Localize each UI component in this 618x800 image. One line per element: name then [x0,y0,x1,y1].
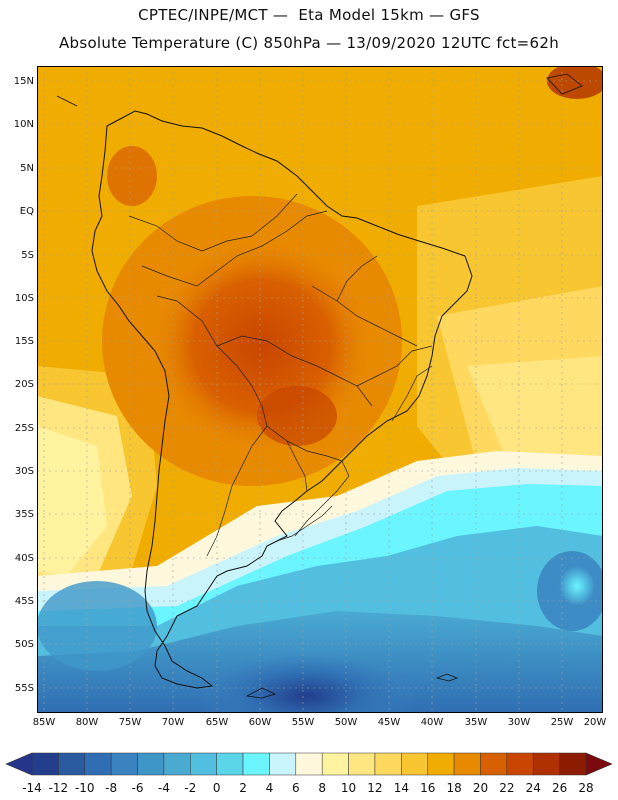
colorbar-label: -8 [105,781,118,795]
colorbar-cell [31,752,59,776]
lat-label-45s: 45S [14,596,34,607]
colorbar-label: -10 [74,781,95,795]
colorbar-cell [348,752,376,776]
colorbar-cell [163,752,191,776]
lon-label-25w: 25W [550,717,574,728]
northeast-hot [547,66,603,99]
colorbar-cell [216,752,244,776]
atlantic-cyan-core [559,566,595,606]
colorbar-cell [190,752,217,776]
field-subtropical-3 [467,356,603,466]
lon-label-40w: 40W [420,717,444,728]
map-border [37,66,603,713]
colorbar-cell [321,752,349,776]
colorbar-cell [58,752,86,776]
temperature-map [37,66,603,713]
lon-label-75w: 75W [118,717,142,728]
country-borders [128,193,433,557]
title-line-2: Absolute Temperature (C) 850hPa — 13/09/… [58,34,560,52]
colorbar-label: -12 [48,781,69,795]
colorbar-cell [84,752,112,776]
colorbar-cell [427,752,455,776]
lat-label-35s: 35S [14,509,34,520]
colorbar-label: 0 [212,781,221,795]
colorbar-cell [532,752,560,776]
colombia-warm [107,146,157,206]
colorbar-label: 4 [265,781,274,795]
colorbar-label: 8 [318,781,326,795]
lat-label-5s: 5S [21,250,34,261]
colorbar-label: -14 [22,781,42,795]
colorbar-cell [401,752,428,776]
colorbar-label: 12 [367,781,383,795]
lat-label-15s: 15S [14,336,34,347]
lon-label-80w: 80W [75,717,99,728]
field-pacific-3 [37,426,107,576]
caribbean-islands [546,73,583,95]
lat-label-55s: 55S [14,683,34,694]
pantanal-hot [257,386,337,446]
colorbar-label: 22 [499,781,515,795]
lon-label-50w: 50W [334,717,358,728]
graticule [37,66,603,713]
colorbar-label: 6 [291,781,300,795]
colorbar-label: 28 [578,781,594,795]
south-georgia [435,673,459,682]
lat-label-50s: 50S [14,639,34,650]
colorbar-cell [242,752,270,776]
drake-passage-cold [197,651,417,713]
colorbar-cell [295,752,323,776]
colorbar-label: -2 [184,781,197,795]
colorbar-cell [480,752,508,776]
lat-label-10s: 10S [14,293,34,304]
lat-label-30s: 30S [14,466,34,477]
colorbar-label: 26 [551,781,568,795]
colorbar-label: 18 [446,781,462,795]
colorbar-cell [453,752,481,776]
lon-label-70w: 70W [161,717,185,728]
map-canvas [37,66,603,713]
lon-label-55w: 55W [291,717,315,728]
colorbar-label: 10 [340,781,357,795]
colorbar-high-arrow [585,752,613,776]
colorbar-label: 16 [420,781,436,795]
colorbar-cell [506,752,534,776]
lat-label-5n: 5N [20,163,34,174]
lon-label-35w: 35W [464,717,488,728]
lon-label-85w: 85W [32,717,56,728]
falkland-islands [245,687,277,699]
colorbar-label: 20 [472,781,489,795]
lat-label-20s: 20S [14,379,34,390]
lat-label-eq: EQ [19,206,34,217]
lon-label-45w: 45W [377,717,401,728]
lat-label-15n: 15N [13,76,34,87]
colorbar-cells [31,752,587,776]
colorbar [5,752,613,776]
colorbar-low-arrow [5,752,33,776]
lon-label-30w: 30W [507,717,531,728]
colorbar-cell [559,752,587,776]
lat-label-25s: 25S [14,423,34,434]
colorbar-label: 24 [525,781,541,795]
colorbar-label: -6 [131,781,144,795]
colorbar-label: -4 [157,781,170,795]
colorbar-cell [269,752,297,776]
colorbar-label: 14 [393,781,409,795]
colorbar-label: 2 [239,781,247,795]
colorbar-cell [137,752,165,776]
title-line-1: CPTEC/INPE/MCT — Eta Model 15km — GFS [138,6,480,24]
lat-label-10n: 10N [13,119,34,130]
central-america-coast [56,95,78,107]
lon-label-60w: 60W [248,717,272,728]
lat-label-40s: 40S [14,553,34,564]
colorbar-cell [374,752,402,776]
colorbar-cell [110,752,138,776]
lon-label-65w: 65W [205,717,229,728]
lon-label-20w: 20W [583,717,607,728]
pacific-cold-pocket [37,581,157,671]
south-america-coastline [91,110,473,689]
